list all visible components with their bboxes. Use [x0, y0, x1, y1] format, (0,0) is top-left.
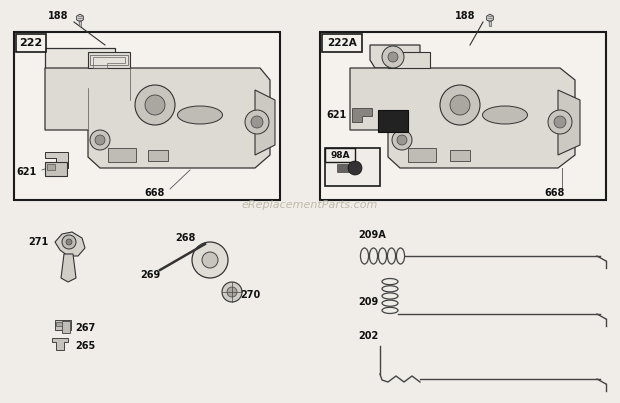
Circle shape: [382, 46, 404, 68]
Bar: [45, 162, 67, 176]
Text: 668: 668: [545, 188, 565, 198]
Circle shape: [392, 130, 412, 150]
Bar: [489, 21, 492, 27]
Circle shape: [95, 135, 105, 145]
Text: 267: 267: [75, 323, 95, 333]
Text: 271: 271: [28, 237, 48, 247]
Text: 621: 621: [326, 110, 346, 120]
Text: 668: 668: [145, 188, 165, 198]
Polygon shape: [558, 90, 580, 155]
Text: 209A: 209A: [358, 230, 386, 240]
Bar: [79, 21, 81, 27]
Text: 621: 621: [16, 167, 36, 177]
Circle shape: [554, 116, 566, 128]
Text: 202: 202: [358, 331, 378, 341]
Text: 265: 265: [75, 341, 95, 351]
Polygon shape: [370, 45, 420, 75]
Polygon shape: [45, 68, 270, 168]
Circle shape: [397, 135, 407, 145]
Bar: [378, 110, 408, 132]
Bar: [450, 150, 470, 161]
Polygon shape: [61, 254, 76, 282]
Bar: [108, 148, 136, 162]
Text: 268: 268: [175, 233, 195, 243]
Bar: [62, 321, 70, 333]
Text: 222A: 222A: [327, 38, 357, 48]
Polygon shape: [487, 14, 494, 22]
Circle shape: [348, 161, 362, 175]
Text: 270: 270: [240, 290, 260, 300]
Circle shape: [62, 235, 76, 249]
Circle shape: [245, 110, 269, 134]
Bar: [320, 32, 606, 200]
Ellipse shape: [177, 106, 223, 124]
Text: 98A: 98A: [330, 150, 350, 160]
Circle shape: [222, 282, 242, 302]
Polygon shape: [45, 152, 68, 168]
Text: eReplacementParts.com: eReplacementParts.com: [242, 200, 378, 210]
Polygon shape: [55, 232, 85, 256]
Circle shape: [548, 110, 572, 134]
Polygon shape: [77, 14, 83, 22]
Polygon shape: [90, 55, 128, 65]
Bar: [408, 148, 436, 162]
Text: 222: 222: [19, 38, 43, 48]
Ellipse shape: [482, 106, 528, 124]
Text: 188: 188: [455, 11, 476, 21]
Circle shape: [202, 252, 218, 268]
Circle shape: [135, 85, 175, 125]
Circle shape: [145, 95, 165, 115]
Circle shape: [227, 287, 237, 297]
Polygon shape: [88, 52, 130, 68]
Circle shape: [440, 85, 480, 125]
Bar: [47, 164, 55, 170]
Circle shape: [251, 116, 263, 128]
Circle shape: [90, 130, 110, 150]
Bar: [148, 150, 168, 161]
Circle shape: [450, 95, 470, 115]
Circle shape: [192, 242, 228, 278]
Polygon shape: [45, 48, 115, 70]
Polygon shape: [388, 52, 430, 68]
Text: 269: 269: [140, 270, 160, 280]
Text: 209: 209: [358, 297, 378, 307]
Text: 188: 188: [48, 11, 68, 21]
Bar: [325, 148, 380, 186]
Polygon shape: [352, 108, 372, 122]
Bar: [56, 322, 62, 326]
Bar: [14, 32, 280, 200]
Circle shape: [66, 239, 72, 245]
Bar: [337, 164, 353, 172]
Polygon shape: [350, 68, 575, 168]
Polygon shape: [255, 90, 275, 155]
Bar: [16, 34, 46, 52]
Bar: [325, 148, 355, 162]
Circle shape: [388, 52, 398, 62]
Bar: [322, 34, 362, 52]
Polygon shape: [52, 338, 68, 350]
Bar: [55, 320, 71, 330]
